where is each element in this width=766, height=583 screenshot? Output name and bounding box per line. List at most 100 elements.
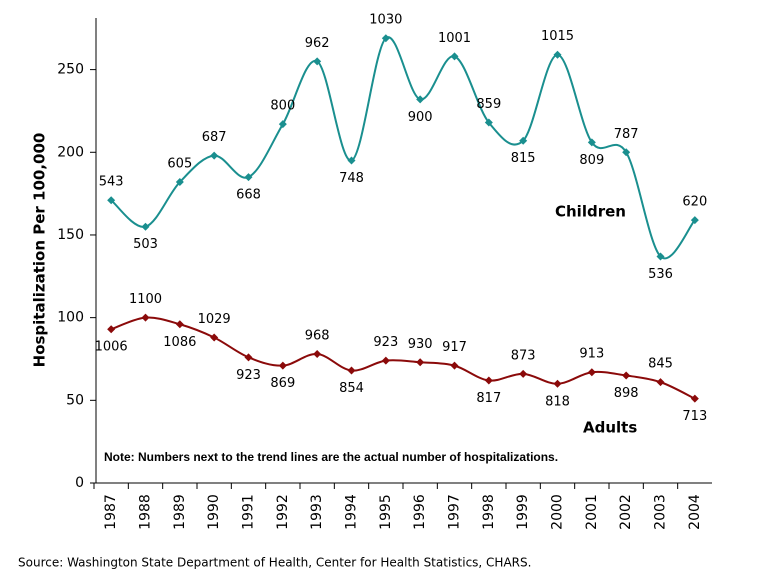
- note: Note: Numbers next to the trend lines ar…: [104, 450, 558, 464]
- count-label: 869: [270, 376, 295, 391]
- y-tick-label: 200: [57, 144, 84, 160]
- x-tick-label: 2001: [584, 494, 600, 530]
- point: [313, 57, 322, 66]
- count-label: 900: [408, 110, 433, 125]
- x-tick-label: 1991: [241, 494, 257, 530]
- count-label: 815: [511, 151, 536, 166]
- x-tick-label: 1988: [138, 494, 154, 530]
- count-label: 923: [373, 335, 398, 350]
- count-label: 748: [339, 171, 364, 186]
- x-tick-label: 1997: [447, 494, 463, 530]
- count-label: 536: [648, 267, 673, 282]
- count-label: 787: [614, 127, 639, 142]
- point: [141, 313, 150, 322]
- x-tick-label: 2002: [618, 494, 634, 530]
- point: [587, 368, 596, 377]
- series-line: [110, 316, 696, 400]
- point: [622, 148, 631, 157]
- count-label: 898: [614, 386, 639, 401]
- count-label: 1001: [438, 31, 471, 46]
- x-tick-label: 1996: [412, 494, 428, 530]
- x-tick-label: 2003: [653, 494, 669, 530]
- series-line: [110, 36, 696, 260]
- count-label: 1030: [369, 13, 402, 28]
- point: [416, 358, 425, 367]
- count-label: 800: [270, 99, 295, 114]
- point: [690, 394, 699, 403]
- point: [553, 379, 562, 388]
- point: [141, 222, 150, 231]
- count-label: 1100: [129, 292, 162, 307]
- count-label: 543: [99, 175, 124, 190]
- point: [347, 156, 356, 165]
- y-tick-label: 0: [75, 475, 84, 491]
- count-label: 923: [236, 368, 261, 383]
- point: [519, 136, 528, 145]
- point: [381, 356, 390, 365]
- count-label: 968: [305, 329, 330, 344]
- y-tick-label: 250: [57, 62, 84, 78]
- point: [278, 361, 287, 370]
- point: [381, 34, 390, 43]
- point: [450, 361, 459, 370]
- y-tick-label: 100: [57, 310, 84, 326]
- count-label: 1006: [95, 340, 128, 355]
- count-label: 930: [408, 337, 433, 352]
- count-label: 668: [236, 188, 261, 203]
- count-label: 620: [682, 195, 707, 210]
- count-label: 1029: [198, 312, 231, 327]
- count-label: 687: [202, 130, 227, 145]
- x-tick-label: 2000: [550, 494, 566, 530]
- x-tick-label: 1994: [344, 494, 360, 530]
- point: [656, 252, 665, 261]
- series-name: Children: [555, 203, 626, 221]
- x-tick-label: 1998: [481, 494, 497, 530]
- point: [416, 95, 425, 104]
- x-tick-label: 1995: [378, 494, 394, 530]
- point: [107, 196, 116, 205]
- y-tick-label: 50: [66, 392, 84, 408]
- point: [278, 120, 287, 129]
- count-label: 859: [476, 97, 501, 112]
- count-label: 1086: [163, 335, 196, 350]
- count-label: 854: [339, 381, 364, 396]
- x-tick-label: 1990: [206, 494, 222, 530]
- point: [244, 173, 253, 182]
- count-label: 503: [133, 237, 158, 252]
- x-tick-label: 2004: [687, 494, 703, 530]
- x-tick-label: 1989: [172, 494, 188, 530]
- count-label: 917: [442, 340, 467, 355]
- point: [622, 371, 631, 380]
- point: [484, 376, 493, 385]
- point: [484, 118, 493, 127]
- point: [347, 366, 356, 375]
- series-name: Adults: [583, 419, 637, 437]
- x-tick-label: 1993: [309, 494, 325, 530]
- count-label: 845: [648, 357, 673, 372]
- x-tick-label: 1999: [515, 494, 531, 530]
- source: Source: Washington State Department of H…: [18, 556, 531, 570]
- count-label: 962: [305, 36, 330, 51]
- point: [210, 333, 219, 342]
- y-axis-label: Hospitalization Per 100,000: [31, 133, 49, 368]
- point: [519, 369, 528, 378]
- count-label: 605: [167, 157, 192, 172]
- x-tick-label: 1992: [275, 494, 291, 530]
- point: [690, 216, 699, 225]
- count-label: 817: [476, 391, 501, 406]
- count-label: 818: [545, 394, 570, 409]
- point: [450, 52, 459, 61]
- point: [553, 50, 562, 59]
- count-label: 1015: [541, 29, 574, 44]
- y-tick-label: 150: [57, 227, 84, 243]
- point: [587, 138, 596, 147]
- point: [244, 353, 253, 362]
- point: [175, 320, 184, 329]
- count-label: 913: [579, 347, 604, 362]
- x-tick-label: 1987: [103, 494, 119, 530]
- point: [107, 325, 116, 334]
- point: [210, 151, 219, 160]
- count-label: 873: [511, 348, 536, 363]
- count-label: 713: [682, 409, 707, 424]
